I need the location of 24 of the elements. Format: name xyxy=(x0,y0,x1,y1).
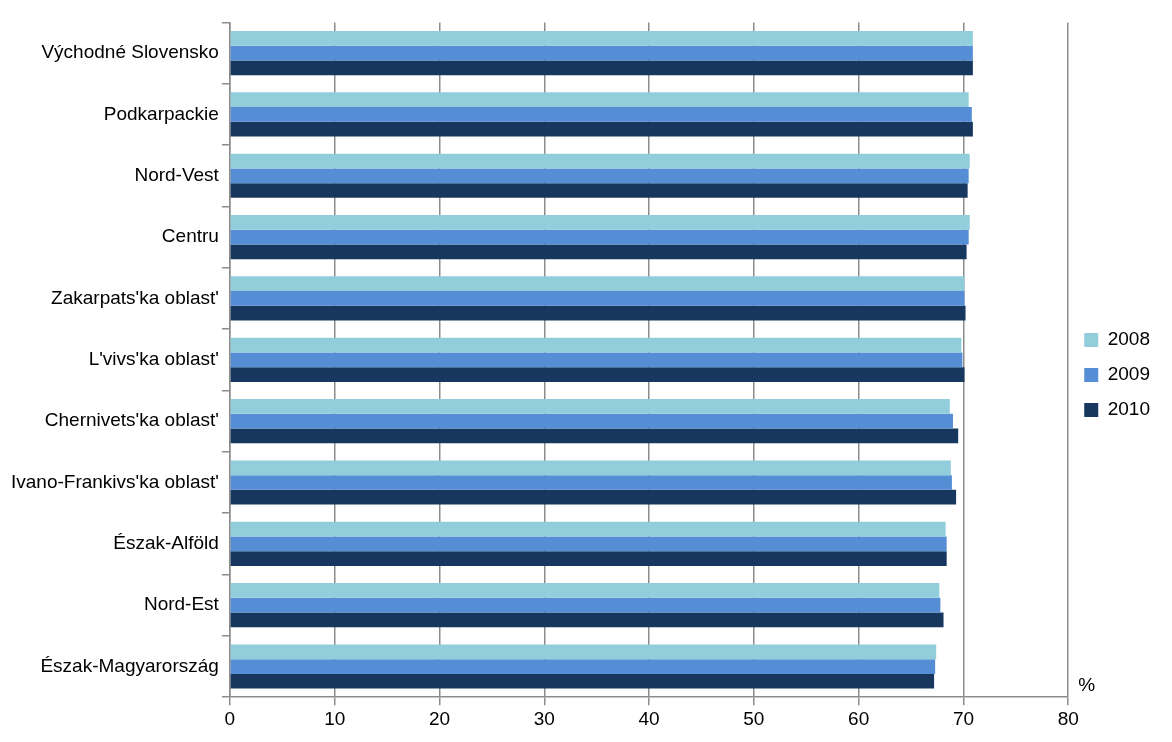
y-tick-label: Ivano-Frankivs'ka oblast' xyxy=(10,470,219,492)
y-tick-label: Chernivets'ka oblast' xyxy=(44,409,219,431)
y-tick-label: Nord-Est xyxy=(143,593,220,615)
y-tick-label: Észak-Alföld xyxy=(113,532,219,554)
legend-label: 2009 xyxy=(1107,363,1151,385)
x-tick-label: 70 xyxy=(952,707,975,729)
legend-label: 2010 xyxy=(1107,398,1151,420)
x-tick-label: 0 xyxy=(224,707,236,729)
y-tick-label: Východné Slovensko xyxy=(41,41,219,63)
x-tick-label: 10 xyxy=(324,707,346,729)
x-tick-label: 20 xyxy=(428,707,451,729)
x-tick-label: 60 xyxy=(848,707,870,729)
x-tick-label: 30 xyxy=(533,707,555,729)
x-tick-label: 40 xyxy=(638,707,660,729)
y-tick-label: Észak-Magyarország xyxy=(40,654,219,676)
x-tick-label: 80 xyxy=(1057,707,1079,729)
y-tick-label: L'vivs'ka oblast' xyxy=(88,348,219,370)
y-tick-label: Nord-Vest xyxy=(134,164,220,185)
y-tick-label: Zakarpats'ka oblast' xyxy=(51,286,219,308)
text: % xyxy=(1078,673,1096,695)
legend-label: 2008 xyxy=(1107,328,1151,350)
y-tick-label: Podkarpackie xyxy=(103,102,219,124)
y-tick-label: Centru xyxy=(161,225,219,247)
x-tick-label: 50 xyxy=(743,707,765,729)
